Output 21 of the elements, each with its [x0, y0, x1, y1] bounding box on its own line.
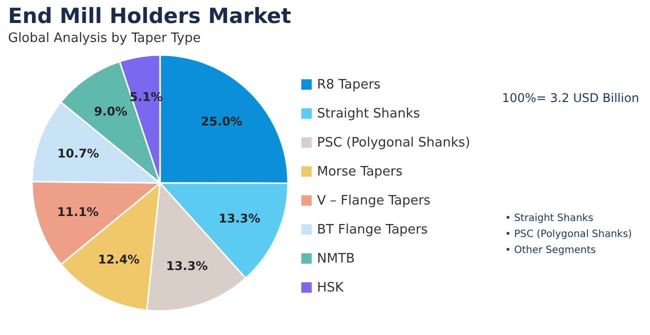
- data-label: 10.7%: [57, 146, 99, 160]
- data-label: 13.3%: [218, 211, 260, 226]
- data-label: 13.3%: [166, 258, 208, 273]
- text: • PSC (Polygonal Shanks): [505, 229, 632, 240]
- legend-label: R8 Tapers: [317, 78, 381, 92]
- chart-subtitle: Global Analysis by Taper Type: [8, 31, 201, 46]
- chart-title: End Mill Holders Market: [8, 4, 292, 28]
- legend-label: HSK: [317, 280, 344, 296]
- text: 100%= 3.2 USD Billion: [502, 91, 640, 105]
- legend-label: Straight Shanks: [317, 106, 420, 122]
- legend-label: V – Flange Tapers: [317, 194, 431, 208]
- data-label: 25.0%: [200, 114, 242, 128]
- text: • Straight Shanks: [505, 213, 594, 224]
- legend-label: Morse Tapers: [317, 164, 403, 180]
- legend-label: NMTB: [317, 252, 355, 266]
- legend-label: BT Flange Tapers: [317, 222, 428, 238]
- legend-label: PSC (Polygonal Shanks): [317, 136, 470, 150]
- data-label: 9.0%: [94, 104, 128, 118]
- text: • Other Segments: [505, 245, 596, 256]
- data-label: 11.1%: [57, 204, 99, 219]
- data-label: 12.4%: [98, 252, 140, 267]
